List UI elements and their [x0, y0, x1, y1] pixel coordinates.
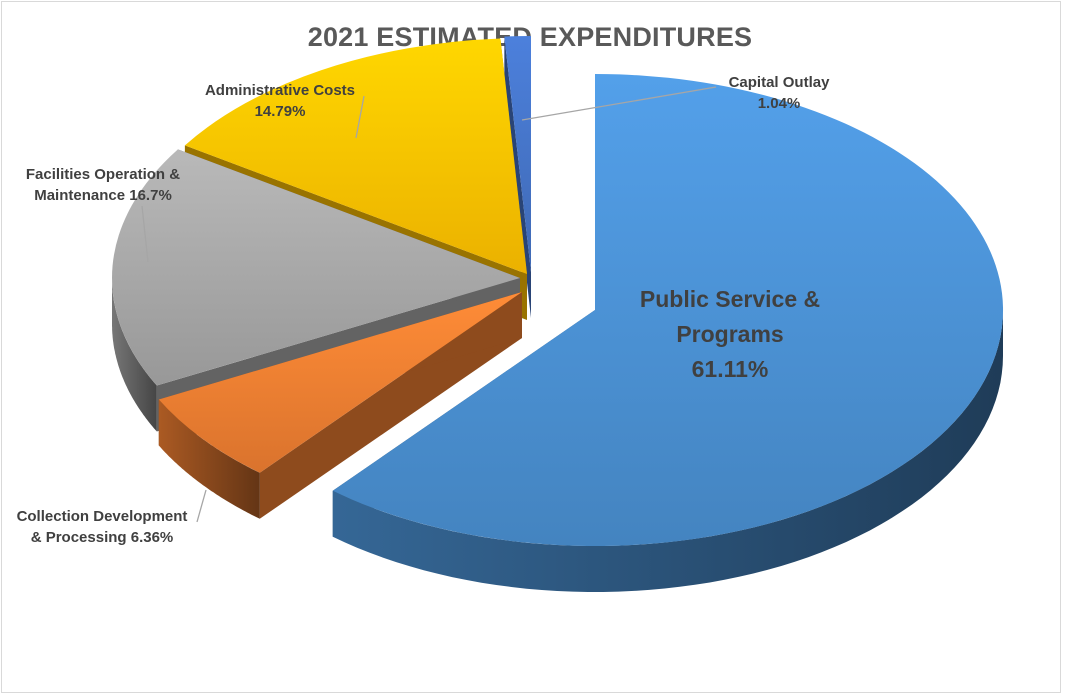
pie-slice-capital-outlay	[504, 35, 531, 319]
slice-label-collection-development: Collection Development & Processing 6.36…	[16, 508, 188, 546]
slice-label-capital-outlay: Capital Outlay 1.04%	[728, 74, 830, 112]
slice-label-facilities: Facilities Operation & Maintenance 16.7%	[25, 166, 181, 204]
slice-label-public-service: Public Service & Programs 61.11%	[639, 286, 821, 382]
pie-slice-public-service	[332, 74, 1004, 592]
slice-label-administrative: Administrative Costs 14.79%	[204, 82, 356, 120]
leader-line-collection-development	[196, 489, 207, 523]
pie-slice-collection-development	[158, 292, 523, 519]
leader-line-administrative	[355, 95, 365, 139]
leader-line-facilities	[141, 205, 149, 263]
leader-line-capital-outlay	[521, 86, 717, 121]
